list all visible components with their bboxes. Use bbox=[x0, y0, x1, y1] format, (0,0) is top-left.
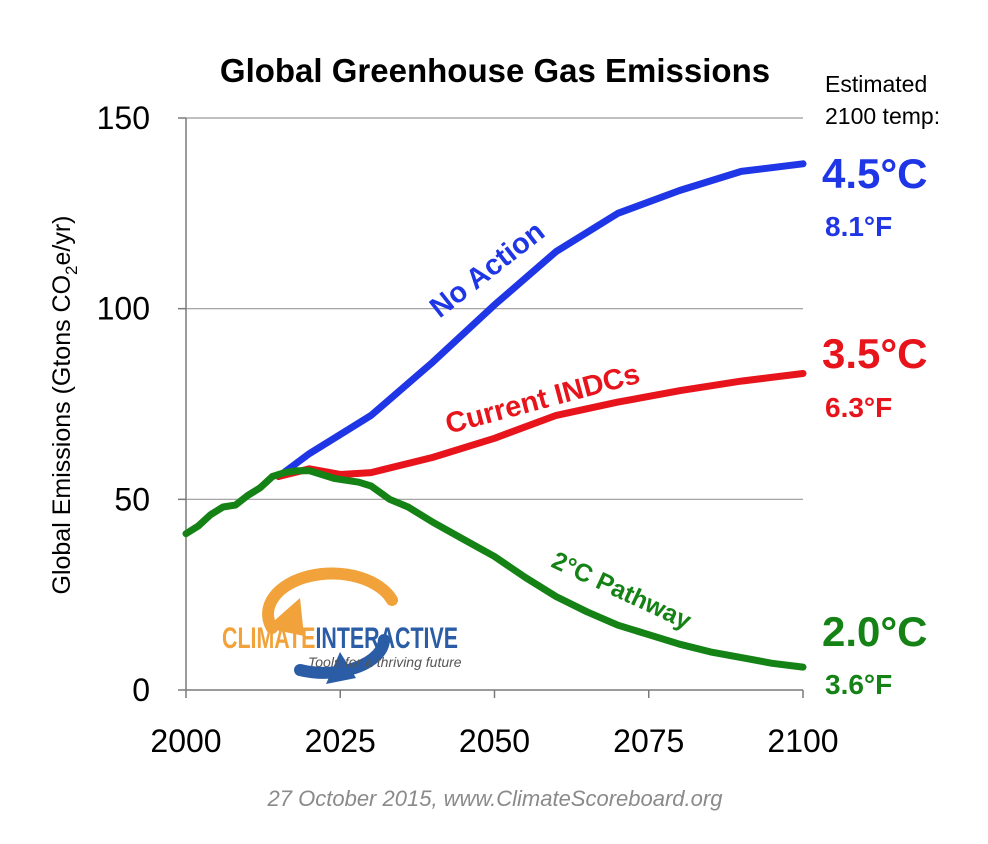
temp-f-no-action: 8.1°F bbox=[825, 211, 892, 242]
x-tick-label-2025: 2025 bbox=[305, 723, 376, 759]
logo-wordmark: CLIMATEINTERACTIVE bbox=[222, 622, 458, 655]
footer-caption: 27 October 2015, www.ClimateScoreboard.o… bbox=[267, 786, 724, 811]
chart-title: Global Greenhouse Gas Emissions bbox=[220, 52, 770, 89]
temp-c-no-action: 4.5°C bbox=[822, 150, 928, 197]
y-tick-label-150: 150 bbox=[97, 100, 150, 136]
logo-word-climate: CLIMATE bbox=[222, 622, 315, 655]
axes bbox=[178, 117, 804, 698]
y-tick-label-100: 100 bbox=[97, 291, 150, 327]
series-line-current-indcs bbox=[275, 370, 807, 480]
tick-labels: 0 50 100 150 2000 2025 2050 2075 2100 bbox=[97, 100, 839, 759]
logo-tagline: Tools for a thriving future bbox=[308, 654, 462, 670]
y-tick-label-0: 0 bbox=[132, 672, 150, 708]
y-axis-label: Global Emissions (Gtons CO2e/yr) bbox=[48, 215, 81, 594]
temp-c-2c-pathway: 2.0°C bbox=[822, 608, 928, 655]
series-line-2c-pathway bbox=[182, 467, 807, 671]
series-label-2c-pathway: 2°C Pathway bbox=[547, 546, 695, 635]
temp-header-line2: 2100 temp: bbox=[825, 103, 940, 129]
climate-interactive-logo: CLIMATEINTERACTIVE Tools for a thriving … bbox=[222, 567, 462, 684]
series-label-current-indcs: Current INDCs bbox=[442, 358, 643, 441]
y-tick-label-50: 50 bbox=[114, 481, 150, 517]
y-axis-label-subscript: 2 bbox=[62, 265, 81, 274]
logo-arrowhead-orange-icon bbox=[266, 598, 304, 636]
x-tick-label-2000: 2000 bbox=[150, 723, 221, 759]
temp-c-current-indcs: 3.5°C bbox=[822, 330, 928, 377]
temp-f-current-indcs: 6.3°F bbox=[825, 392, 892, 423]
temp-header-line1: Estimated bbox=[825, 71, 927, 97]
x-tick-label-2075: 2075 bbox=[613, 723, 684, 759]
logo-arrowhead-blue-icon bbox=[326, 652, 356, 684]
temp-f-2c-pathway: 3.6°F bbox=[825, 669, 892, 700]
logo-arrow-orange-icon bbox=[262, 567, 398, 634]
series-line-no-action bbox=[275, 160, 807, 480]
logo-word-interactive: INTERACTIVE bbox=[315, 622, 458, 655]
x-tick-label-2050: 2050 bbox=[459, 723, 530, 759]
logo-arrow-blue-icon bbox=[294, 634, 390, 679]
series-lines bbox=[182, 160, 807, 671]
x-tick-label-2100: 2100 bbox=[767, 723, 838, 759]
